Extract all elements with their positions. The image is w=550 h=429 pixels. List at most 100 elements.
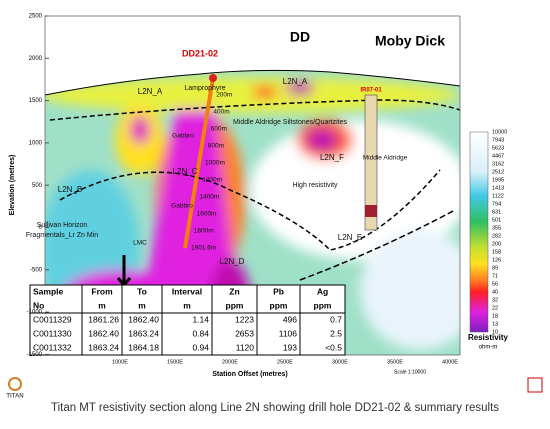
legend-unit: ohm-m [479, 345, 498, 351]
caption: Titan MT resistivity section along Line … [51, 402, 499, 414]
y-tick-label: 0 [39, 225, 43, 231]
section-label: Sullivan Horizon [37, 222, 88, 229]
x-tick-label: 3000E [332, 359, 348, 365]
table-header-cell: From [91, 286, 113, 296]
table-cell: 1861.26 [88, 314, 119, 324]
y-tick-label: 2500 [29, 14, 43, 20]
y-tick-label: 1000 [29, 140, 43, 146]
legend-label: 71 [492, 273, 498, 279]
table-cell: 1863.24 [128, 328, 159, 338]
depth-label: 1800m [194, 228, 214, 235]
table-header-cell: Ag [317, 286, 328, 296]
logo-text: TITAN [6, 394, 23, 400]
drill-column [364, 94, 378, 231]
depth-label: 1901.6m [191, 245, 216, 252]
table-cell: <0.5 [325, 342, 342, 352]
legend-label: 32 [492, 297, 498, 303]
table-header-cell: No [33, 300, 44, 310]
table-cell: 496 [283, 314, 297, 324]
heading: Moby Dick [375, 33, 445, 49]
x-tick-label: 1500E [167, 359, 183, 365]
legend-label: 4467 [492, 153, 504, 159]
table-cell: 1.14 [192, 314, 209, 324]
table-cell: 2653 [235, 328, 254, 338]
table-header-cell: m [183, 300, 191, 310]
drill-hole-name: DD21-02 [182, 48, 218, 58]
section-label: L2N_E [338, 233, 362, 242]
section-label: Middle Aldridge [363, 155, 408, 162]
summary-table: Sample From To Interval Zn Pb Ag No m m m ppm ppm ppm… [29, 284, 346, 356]
legend-label: 56 [492, 281, 498, 287]
legend-label: 7943 [492, 137, 504, 143]
section-label: High resistivity [292, 182, 338, 189]
x-tick-label: 4000E [442, 359, 458, 365]
x-tick-label: 2500E [277, 359, 293, 365]
depth-label: 1400m [199, 194, 219, 201]
table-cell: C0011330 [33, 328, 72, 338]
legend: 10000 7943 5623 4467 3162 2512 1995 1413 1122 794… [469, 129, 507, 335]
legend-label: 794 [492, 201, 501, 207]
legend-label: 158 [492, 249, 501, 255]
y-tick-label: -500 [30, 267, 43, 273]
legend-label: 631 [492, 209, 501, 215]
table-header-cell: m [138, 300, 146, 310]
table-header-cell: Interval [172, 286, 202, 296]
legend-label: 1995 [492, 177, 504, 183]
x-tick-label: 2000E [222, 359, 238, 365]
table-cell: 0.84 [192, 328, 209, 338]
table-header-cell: ppm [226, 300, 244, 310]
section-label: L2N_D [220, 257, 245, 266]
legend-label: 89 [492, 265, 498, 271]
legend-label: 22 [492, 305, 498, 311]
legend-label: 10000 [492, 129, 507, 135]
depth-label: 1000m [205, 160, 225, 167]
table-cell: 193 [283, 342, 297, 352]
legend-label: 40 [492, 289, 498, 295]
drill-column-unit [365, 205, 377, 217]
table-header-cell: Pb [273, 286, 284, 296]
section-label: L2N_C [173, 167, 198, 176]
table-header-cell: ppm [270, 300, 288, 310]
section-label: L2N_F [320, 153, 344, 162]
section-label: L2N_A [283, 77, 308, 86]
table-header-cell: ppm [314, 300, 332, 310]
drill-hole [183, 77, 215, 249]
depth-label: 200m [216, 92, 232, 99]
table-cell: 1862.40 [128, 314, 159, 324]
scale: Scale 1:10000 [394, 369, 426, 375]
drill-hole-name: IR07-01 [360, 88, 382, 94]
legend-label: 282 [492, 233, 501, 239]
legend-label: 501 [492, 217, 501, 223]
legend-label: 18 [492, 313, 498, 319]
table-cell: 1863.24 [88, 342, 119, 352]
legend-label: 355 [492, 225, 501, 231]
table-cell: 2.5 [330, 328, 342, 338]
section-label: Gabbro [171, 203, 193, 210]
table-header-cell: To [137, 286, 147, 296]
logo-icon [8, 377, 22, 391]
heading: DD [290, 29, 310, 45]
colorbar [469, 131, 489, 333]
depth-label: 1600m [197, 211, 217, 218]
legend-label: 13 [492, 321, 498, 327]
legend-label: 3162 [492, 161, 504, 167]
legend-label: 2512 [492, 169, 504, 175]
legend-label: 200 [492, 241, 501, 247]
section-label: Middle Aldridge Siltstones/Quartzites [233, 119, 347, 126]
section-label: Lamprophyre [184, 85, 225, 92]
table-header-cell: Zn [229, 286, 239, 296]
depth-label: 400m [213, 109, 229, 116]
table-header-cell: Sample [33, 286, 64, 296]
y-tick-label: 2000 [29, 56, 43, 62]
table-header-cell: m [98, 300, 106, 310]
table-cell: 1223 [235, 314, 254, 324]
y-tick-label: -1500 [27, 352, 43, 358]
y-axis-label: Elevation (metres) [9, 155, 16, 216]
section-label: Fragmentals_Lr Zn Min [26, 232, 98, 239]
section-label: LMC [133, 240, 147, 247]
x-axis-label: Station Offset (metres) [212, 371, 287, 378]
depth-label: 800m [208, 143, 224, 150]
table-cell: C0011332 [33, 342, 72, 352]
